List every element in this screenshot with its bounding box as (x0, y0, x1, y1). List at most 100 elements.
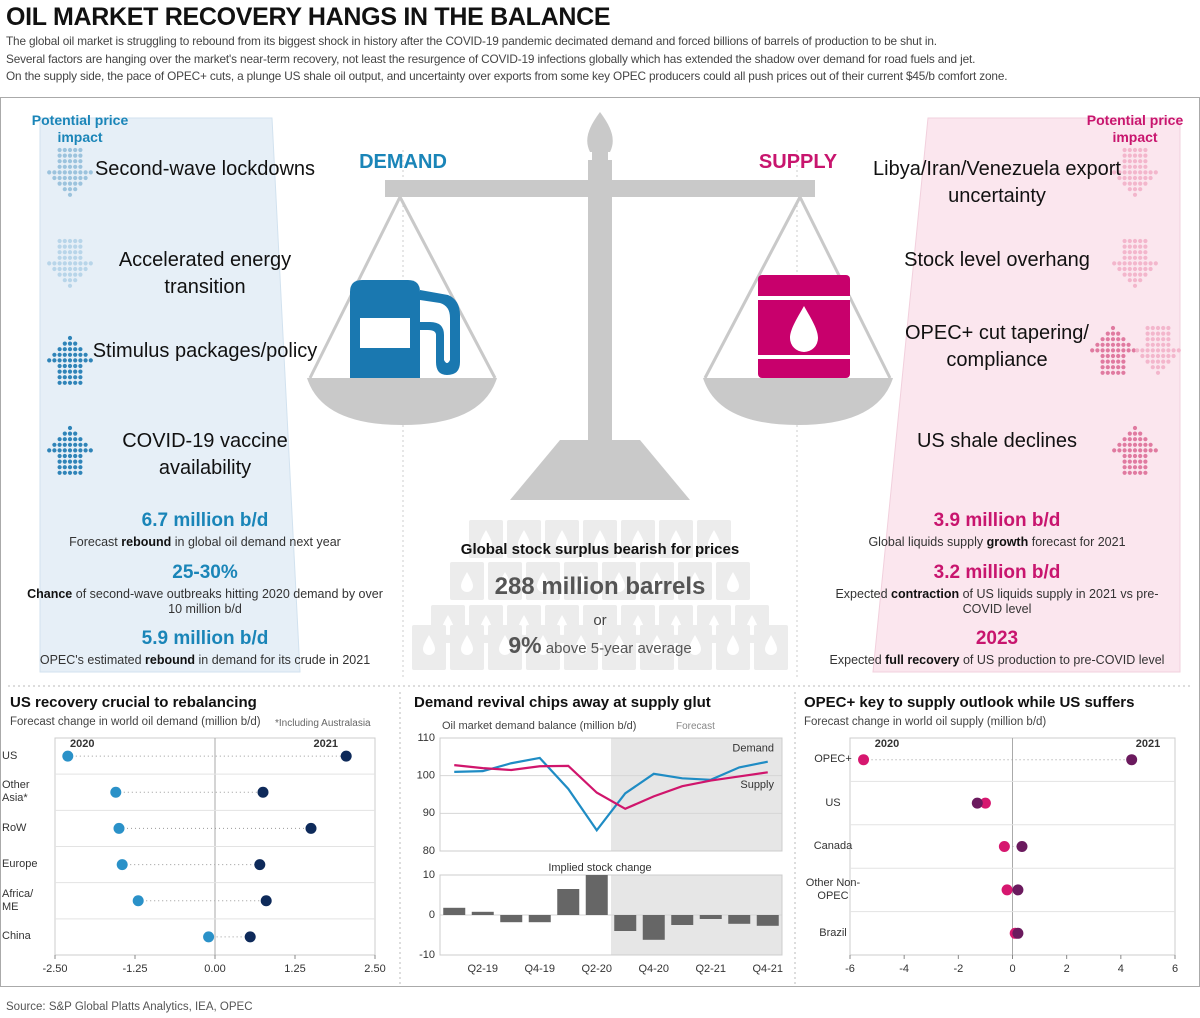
arrow-dot (88, 358, 93, 363)
dot (260, 895, 272, 907)
arrow-dot (83, 175, 88, 181)
arrow-dot (1148, 266, 1153, 272)
arrow-dot (1132, 266, 1138, 272)
arrow-dot (1143, 470, 1148, 475)
arrow-dot (1138, 159, 1143, 164)
arrow-dot (1161, 337, 1166, 342)
arrow-dot (62, 153, 67, 158)
arrow-dot (1100, 365, 1105, 370)
arrow-dot (67, 470, 73, 475)
stat-note-part: in global oil demand next year (171, 535, 341, 549)
arrow-dot (78, 465, 83, 470)
arrow-dot (1132, 147, 1138, 153)
arrow-dot (57, 261, 62, 266)
arrow-dot (57, 465, 62, 470)
arrow-dot (67, 347, 73, 352)
arrow-dot (1100, 342, 1105, 347)
arrow-dot (57, 159, 62, 164)
stat-note-part: rebound (145, 653, 196, 667)
stat-note-part: of US production to pre-COVID level (959, 653, 1165, 667)
arrow-dot (73, 250, 78, 255)
chart-subtitle: Oil market demand balance (million b/d) (442, 720, 637, 732)
arrow-dot (67, 459, 73, 464)
arrow-dot (73, 164, 78, 169)
arrow-dot (1127, 153, 1132, 158)
arrow-dot (1155, 359, 1161, 364)
arrow-dot (1122, 470, 1127, 475)
arrow-dot (1122, 244, 1127, 249)
arrow-dot (57, 380, 62, 385)
center-share: 9% above 5-year average (430, 632, 770, 660)
factor: US shale declines (916, 430, 1078, 452)
arrow-dot (1138, 164, 1143, 169)
arrow-dot (1138, 187, 1143, 192)
factor: OPEC+ cut tapering/ compliance (905, 322, 1089, 371)
category-label: US (2, 749, 18, 762)
arrow-dot (1143, 159, 1148, 164)
arrow-dot (1122, 153, 1127, 158)
arrow-dot (1100, 359, 1105, 364)
arrow-dot (1122, 442, 1127, 447)
arrow-dot (78, 244, 83, 249)
arrow-dot (1110, 325, 1116, 331)
arrow-dot (1166, 342, 1171, 347)
arrow-dot (67, 266, 73, 272)
arrow-dot (1143, 459, 1148, 464)
arrow-dot (1116, 365, 1121, 370)
category-label: OPEC+ (814, 753, 852, 766)
arrow-dot (78, 181, 83, 186)
arrow-dot (1122, 465, 1127, 470)
arrow-dot (57, 238, 62, 244)
arrow-dot (1150, 337, 1155, 342)
arrow-dot (1117, 175, 1122, 181)
impact-label: Potential price impact (1086, 112, 1184, 145)
arrow-dot (1117, 442, 1122, 447)
arrow-dot (1127, 187, 1132, 192)
x-tick-label: 2 (1064, 963, 1070, 975)
arrow-dot (1143, 147, 1148, 153)
arrow-dot (1155, 342, 1161, 347)
arrow-dot (1105, 365, 1110, 370)
arrow-dot (1153, 170, 1158, 175)
y-tick-label: 80 (423, 845, 435, 857)
stack-drop (499, 572, 511, 592)
arrow-dot (57, 272, 62, 277)
arrow-dot (57, 459, 62, 464)
arrow-dot (1127, 255, 1132, 260)
stack-drop (575, 572, 587, 592)
arrow-dot (62, 442, 67, 447)
arrow-dot (52, 170, 57, 175)
barrel-rib (758, 296, 850, 300)
factor: Stock level overhang (904, 249, 1090, 271)
category-label: RoW (2, 821, 27, 834)
arrow-dot (62, 358, 67, 363)
arrow-dot (1110, 365, 1116, 370)
legend-label: 2021 (1136, 738, 1160, 750)
arrow-dot (1127, 465, 1132, 470)
arrow-dot (1138, 261, 1143, 266)
arrow-dot (83, 448, 88, 453)
arrow-dot (1132, 170, 1138, 175)
arrow-dot (1116, 370, 1121, 375)
arrow-dot (1127, 250, 1132, 255)
stat-note: Expected contraction of US liquids suppl… (817, 587, 1177, 617)
arrow-dot (1121, 342, 1126, 347)
arrow-dot (88, 261, 93, 266)
arrow-dot (1127, 266, 1132, 272)
arrow-dot (73, 347, 78, 352)
arrow-dot (62, 187, 67, 192)
arrow-dot (78, 369, 83, 374)
arrow-dot (1117, 448, 1122, 453)
bar (728, 915, 751, 924)
arrow-dot (67, 283, 73, 288)
stat-note-part: forecast for 2021 (1028, 535, 1126, 549)
arrow-dot (1132, 442, 1138, 447)
line (454, 764, 768, 811)
forecast-shade (611, 738, 782, 851)
arrow-dot (52, 442, 57, 447)
arrow-dot (1161, 365, 1166, 370)
arrow-dot (57, 470, 62, 475)
arrow-dot (1112, 170, 1117, 175)
arrow-dot (1138, 448, 1143, 453)
arrow-dot (1143, 442, 1148, 447)
